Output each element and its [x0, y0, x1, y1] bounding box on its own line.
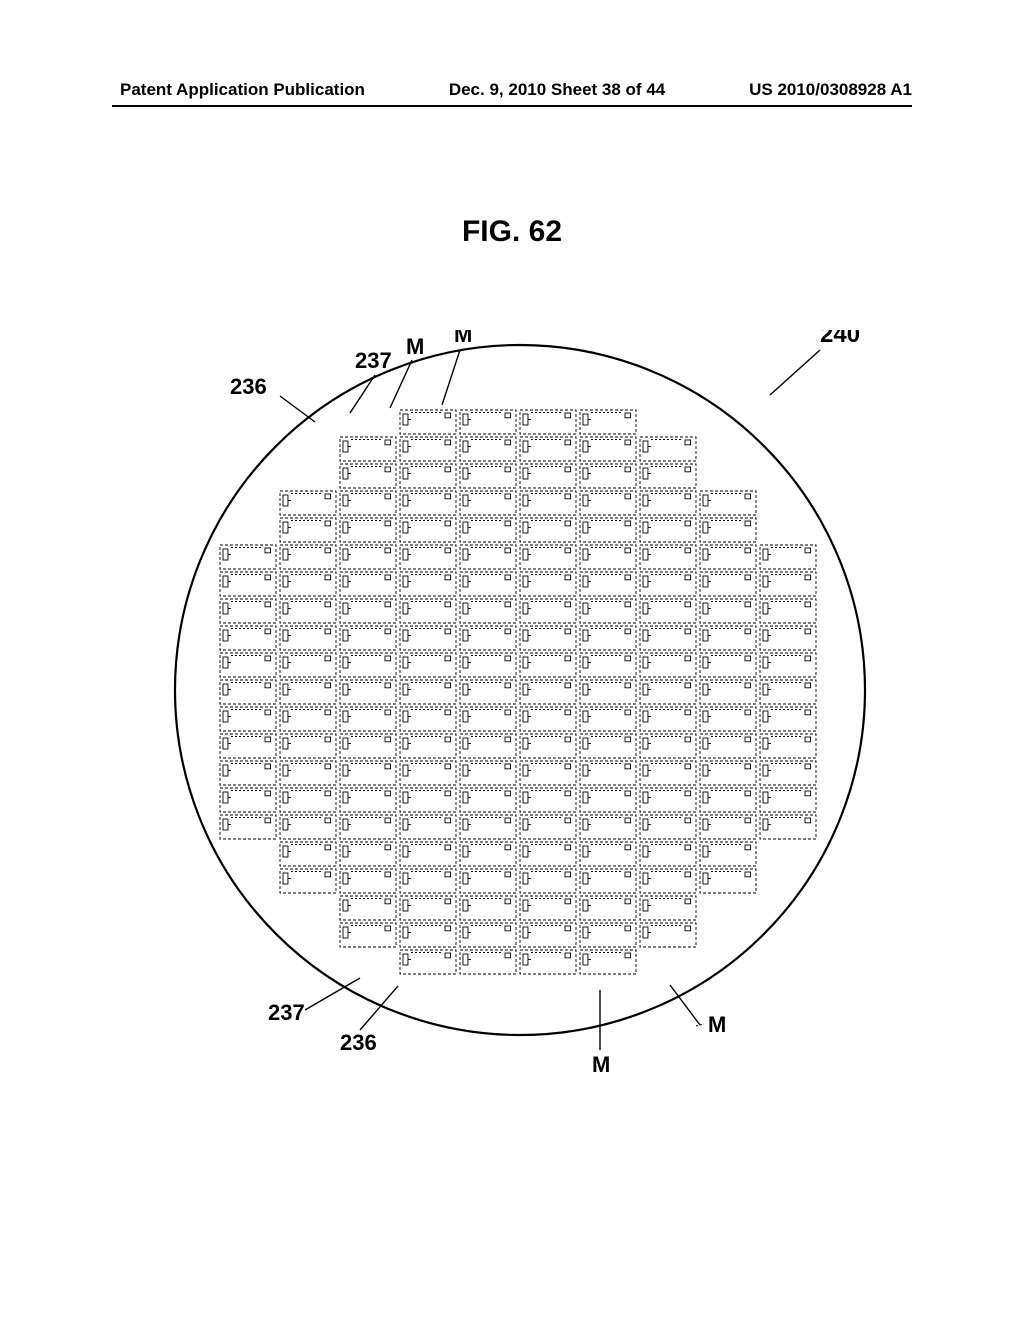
- header-rule: [112, 105, 912, 107]
- page-header: Patent Application Publication Dec. 9, 2…: [0, 80, 1024, 100]
- figure-container: 240237236MM237236MM: [160, 330, 880, 1050]
- header-center: Dec. 9, 2010 Sheet 38 of 44: [449, 80, 665, 100]
- svg-text:237: 237: [268, 1000, 305, 1025]
- svg-text:M: M: [406, 334, 424, 359]
- svg-text:237: 237: [355, 348, 392, 373]
- header-right: US 2010/0308928 A1: [749, 80, 912, 100]
- svg-text:M: M: [454, 330, 472, 347]
- svg-text:240: 240: [820, 330, 860, 348]
- svg-text:236: 236: [230, 374, 267, 399]
- svg-text:236: 236: [340, 1030, 377, 1055]
- svg-text:M: M: [592, 1052, 610, 1077]
- header-left: Patent Application Publication: [120, 80, 365, 100]
- svg-text:M: M: [708, 1012, 726, 1037]
- figure-title: FIG. 62: [0, 215, 1024, 249]
- wafer-diagram: 240 237 236 M M 237 236 M M: [160, 330, 880, 1090]
